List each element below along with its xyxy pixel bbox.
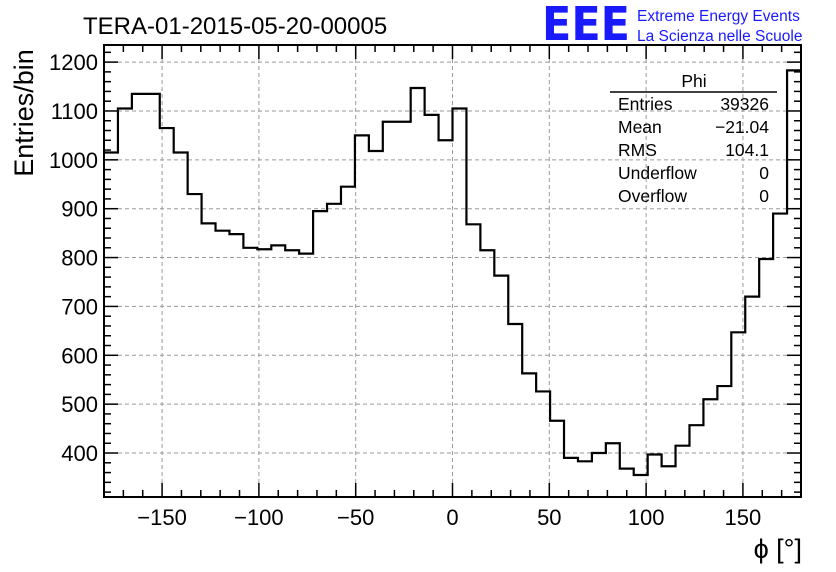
y-tick-label: 800 — [61, 246, 98, 271]
stats-box: Phi Entries 39326 Mean −21.04 RMS 104.1 … — [610, 71, 777, 206]
logo-mark: EEE — [542, 0, 630, 51]
y-tick-label: 500 — [61, 392, 98, 417]
stats-label-rms: RMS — [618, 140, 657, 160]
y-tick-label: 1100 — [51, 99, 98, 124]
x-tick-label: −100 — [234, 505, 284, 530]
y-tick-labels: 400 500 600 700 800 900 1000 1100 1200 — [49, 50, 98, 466]
stats-value-entries: 39326 — [720, 94, 769, 114]
x-tick-label: −50 — [337, 505, 374, 530]
plot-frame — [103, 44, 802, 498]
y-tick-label: 1000 — [49, 148, 98, 173]
stats-value-underflow: 0 — [759, 163, 769, 183]
x-tick-label: 50 — [537, 505, 561, 530]
logo-line-1: Extreme Energy Events — [637, 8, 800, 25]
stats-label-overflow: Overflow — [618, 186, 687, 206]
eee-logo: EEE Extreme Energy Events La Scienza nel… — [542, 0, 802, 51]
stats-title: Phi — [681, 71, 706, 91]
stats-value-overflow: 0 — [759, 186, 769, 206]
x-tick-label: −150 — [137, 505, 187, 530]
stats-value-rms: 104.1 — [725, 140, 769, 160]
x-tick-label: 0 — [446, 505, 458, 530]
stats-label-mean: Mean — [618, 117, 662, 137]
x-tick-label: 100 — [628, 505, 665, 530]
x-axis-label: ϕ [°] — [754, 534, 802, 564]
logo-line-2: La Scienza nelle Scuole — [637, 28, 802, 45]
chart-title: TERA-01-2015-05-20-00005 — [83, 13, 387, 40]
x-tick-label: 150 — [725, 505, 762, 530]
histogram-line — [104, 69, 801, 477]
x-tick-labels: −150 −100 −50 0 50 100 150 — [137, 505, 761, 530]
y-tick-label: 400 — [61, 441, 98, 466]
y-tick-label: 600 — [61, 343, 98, 368]
stats-label-underflow: Underflow — [618, 163, 697, 183]
stats-value-mean: −21.04 — [715, 117, 769, 137]
grid-lines — [104, 45, 801, 497]
stats-label-entries: Entries — [618, 94, 673, 114]
y-tick-label: 900 — [61, 197, 98, 222]
y-axis-label: Entries/bin — [9, 49, 39, 177]
y-tick-label: 1200 — [49, 50, 98, 75]
y-tick-label: 700 — [61, 294, 98, 319]
